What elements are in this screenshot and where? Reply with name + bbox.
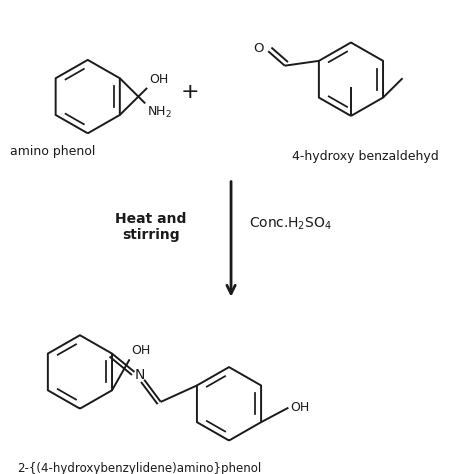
Text: OH: OH	[131, 345, 151, 357]
Text: N: N	[134, 368, 145, 382]
Text: OH: OH	[291, 401, 310, 414]
Text: Heat and
stirring: Heat and stirring	[116, 212, 187, 242]
Text: amino phenol: amino phenol	[10, 145, 95, 158]
Text: NH$_2$: NH$_2$	[147, 105, 172, 120]
Text: 2-{(4-hydroxybenzylidene)amino}phenol: 2-{(4-hydroxybenzylidene)amino}phenol	[18, 462, 262, 474]
Text: +: +	[181, 82, 200, 102]
Text: 4-hydroxy benzaldehyd: 4-hydroxy benzaldehyd	[292, 150, 439, 163]
Text: Conc.H$_2$SO$_4$: Conc.H$_2$SO$_4$	[248, 216, 331, 232]
Text: O: O	[253, 42, 264, 55]
Text: OH: OH	[149, 73, 168, 86]
